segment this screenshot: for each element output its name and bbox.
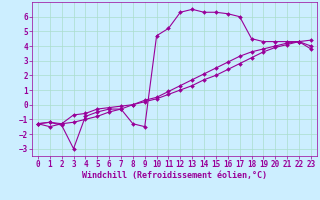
X-axis label: Windchill (Refroidissement éolien,°C): Windchill (Refroidissement éolien,°C) <box>82 171 267 180</box>
